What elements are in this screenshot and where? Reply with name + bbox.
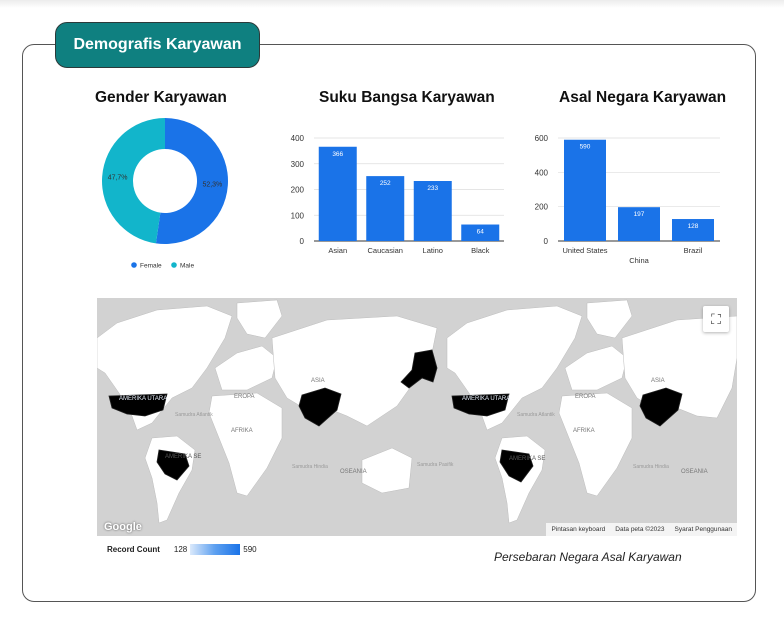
negara-chart-title: Asal Negara Karyawan xyxy=(559,89,727,106)
europe-shape-2 xyxy=(564,345,628,391)
bar-caucasian[interactable] xyxy=(366,176,405,241)
bar-black[interactable] xyxy=(461,224,500,241)
legend-min: 128 xyxy=(173,544,188,554)
label-pasifik: Samudra Pasifik xyxy=(417,462,454,468)
label-afrika: AFRIKA xyxy=(231,428,253,434)
legend-dot-female xyxy=(131,262,137,268)
donut-label-male: 47,7% xyxy=(108,175,128,182)
bar-value-united-states: 590 xyxy=(580,144,591,151)
legend-label-female[interactable]: Female xyxy=(140,263,162,270)
label-eropa-2: EROPA xyxy=(575,394,596,400)
keyboard-shortcuts-link[interactable]: Pintasan keyboard xyxy=(551,526,606,533)
suku-chart-title: Suku Bangsa Karyawan xyxy=(319,89,495,106)
label-hindia: Samudra Hindia xyxy=(292,464,328,470)
x-tick-united-states: United States xyxy=(562,246,607,255)
bar-value-latino: 233 xyxy=(427,185,438,192)
x-tick-latino: Latino xyxy=(423,246,443,255)
bar-value-brazil: 128 xyxy=(688,223,699,230)
top-shadow xyxy=(0,0,784,8)
x-tick-caucasian: Caucasian xyxy=(368,246,403,255)
label-atlantik: Samudra Atlantik xyxy=(175,412,213,418)
bar-latino[interactable] xyxy=(413,181,452,241)
y-tick-200: 200 xyxy=(291,186,305,195)
map-color-legend: Record Count 128 590 xyxy=(107,543,257,555)
legend-label-male[interactable]: Male xyxy=(180,263,194,270)
map-caption: Persebaran Negara Asal Karyawan xyxy=(494,550,682,564)
fullscreen-button[interactable]: ⛶ xyxy=(703,306,729,332)
map-footer: Pintasan keyboard Data peta ©2023 Syarat… xyxy=(546,523,737,536)
x-tick-brazil: Brazil xyxy=(684,246,703,255)
south-america-shape xyxy=(144,435,196,524)
terms-link[interactable]: Syarat Penggunaan xyxy=(674,526,732,533)
google-logo: Google xyxy=(104,521,142,533)
bar-value-caucasian: 252 xyxy=(380,180,391,187)
y-tick-300: 300 xyxy=(291,160,305,169)
bar-brazil[interactable] xyxy=(672,219,714,241)
y-tick-0: 0 xyxy=(544,237,549,246)
label-amerika-selatan-2: AMERIKA SE xyxy=(509,456,545,462)
united-states-region-2[interactable] xyxy=(451,393,510,417)
donut-slice-male[interactable] xyxy=(101,118,165,244)
bar-asian[interactable] xyxy=(318,146,357,241)
label-amerika-utara-2: AMERIKA UTARA xyxy=(462,396,510,402)
europe-shape xyxy=(214,345,278,391)
label-oseania-2: OSEANIA xyxy=(681,469,708,475)
label-amerika-utara: AMERIKA UTARA xyxy=(119,396,167,402)
bar-value-china: 197 xyxy=(634,211,645,218)
x-tick-asian: Asian xyxy=(328,246,347,255)
x-tick-black: Black xyxy=(471,246,490,255)
highlighted-countries xyxy=(108,349,683,483)
legend-gradient xyxy=(190,543,241,555)
united-states-region[interactable] xyxy=(108,393,168,417)
brazil-region[interactable] xyxy=(156,449,190,481)
suku-bar-chart[interactable]: 0 100 200 300 400 366 Asian 252 Caucasian 233 Lati… xyxy=(280,126,510,260)
map-labels: AMERIKA UTARA AMERIKA SE EROPA ASIA AFRI… xyxy=(119,378,708,475)
greenland-shape xyxy=(236,299,283,339)
y-tick-600: 600 xyxy=(535,134,549,143)
world-map[interactable]: AMERIKA UTARA AMERIKA SE EROPA ASIA AFRI… xyxy=(97,298,737,536)
y-tick-400: 400 xyxy=(291,134,305,143)
label-asia: ASIA xyxy=(311,378,325,384)
y-tick-200: 200 xyxy=(535,203,549,212)
donut-slice-female[interactable] xyxy=(155,118,228,244)
label-amerika-selatan: AMERIKA SE xyxy=(165,454,201,460)
header-tab: Demografis Karyawan xyxy=(55,22,260,68)
brazil-region-2[interactable] xyxy=(499,449,534,483)
x-tick-china: China xyxy=(629,256,649,265)
label-hindia-2: Samudra Hindia xyxy=(633,464,669,470)
alaska-region[interactable] xyxy=(400,349,438,389)
bar-value-black: 64 xyxy=(477,229,485,236)
china-region-2[interactable] xyxy=(639,387,683,427)
y-tick-0: 0 xyxy=(300,237,305,246)
map-data-text: Data peta ©2023 xyxy=(615,526,665,533)
label-oseania: OSEANIA xyxy=(340,469,367,475)
africa-shape-2 xyxy=(558,392,633,497)
greenland-shape-2 xyxy=(586,299,633,339)
fullscreen-icon: ⛶ xyxy=(711,310,721,327)
world-map-canvas[interactable]: AMERIKA UTARA AMERIKA SE EROPA ASIA AFRI… xyxy=(97,298,737,536)
label-eropa: EROPA xyxy=(234,394,255,400)
legend-dot-male xyxy=(171,262,177,268)
donut-label-female: 52,3% xyxy=(202,181,222,188)
bar-united-states[interactable] xyxy=(564,139,606,241)
africa-shape xyxy=(208,392,283,497)
label-afrika-2: AFRIKA xyxy=(573,428,595,434)
header-title: Demografis Karyawan xyxy=(73,36,242,53)
bar-value-asian: 366 xyxy=(332,151,343,158)
legend-title: Record Count xyxy=(107,544,160,554)
y-tick-100: 100 xyxy=(291,211,305,220)
y-tick-400: 400 xyxy=(535,168,549,177)
oceania-shape xyxy=(361,447,413,494)
bar-china[interactable] xyxy=(618,207,660,241)
china-region[interactable] xyxy=(298,387,342,427)
negara-bar-chart[interactable]: 0 200 400 600 590 United States 197 China 128 Bra… xyxy=(528,126,728,270)
legend-max: 590 xyxy=(243,544,257,554)
label-atlantik-2: Samudra Atlantik xyxy=(517,412,555,418)
gender-donut-chart[interactable]: 52,3% 47,7% Female Male xyxy=(90,118,240,276)
label-asia-2: ASIA xyxy=(651,378,665,384)
gender-chart-title: Gender Karyawan xyxy=(95,89,227,106)
